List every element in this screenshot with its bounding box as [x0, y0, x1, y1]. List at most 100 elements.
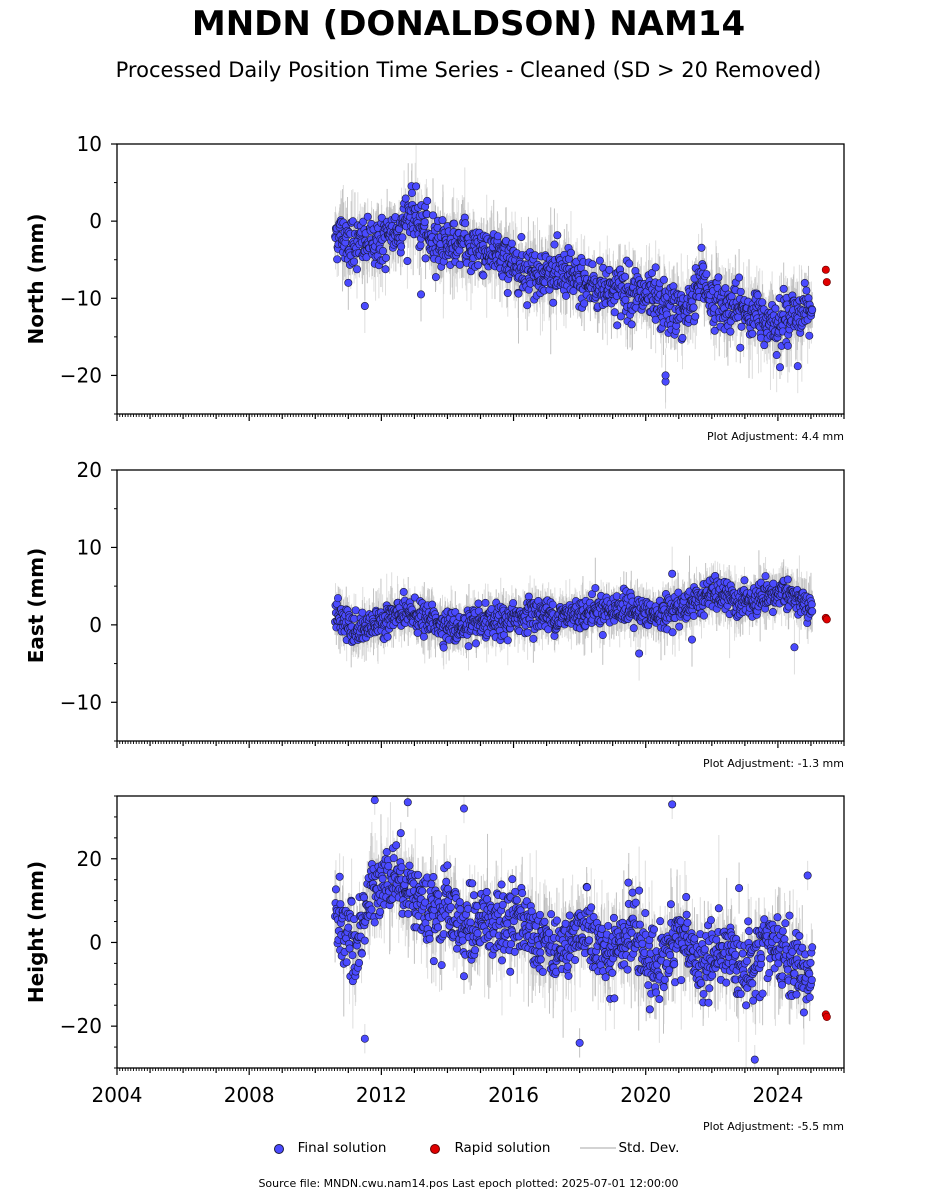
north-final-solution-point: [726, 327, 735, 336]
east-final-solution-point: [761, 572, 770, 581]
east-final-solution-point: [699, 611, 708, 620]
north-final-solution-point: [760, 341, 769, 350]
north-data-group: [331, 145, 831, 409]
north-final-solution-point: [455, 260, 464, 269]
east-final-solution-point: [383, 632, 392, 641]
north-final-solution-point: [507, 239, 516, 248]
east-final-solution-point: [439, 643, 448, 652]
north-rapid-solution-point: [821, 265, 830, 274]
north-final-solution-point: [381, 265, 390, 274]
north-final-solution-point: [691, 312, 700, 321]
east-final-solution-point: [740, 576, 749, 585]
east-final-solution-point: [529, 634, 538, 643]
north-final-solution-point: [697, 243, 706, 252]
north-final-solution-point: [359, 217, 368, 226]
north-final-solution-point: [736, 343, 745, 352]
north-final-solution-point: [431, 273, 440, 282]
north-final-solution-point: [423, 196, 432, 205]
north-final-solution-point: [588, 260, 597, 269]
north-final-solution-point: [344, 278, 353, 287]
north-final-solution-point: [566, 248, 575, 257]
north-final-solution-point: [736, 287, 745, 296]
north-final-solution-point: [605, 265, 614, 274]
north-final-solution-point: [772, 351, 781, 360]
north-final-solution-point: [737, 322, 746, 331]
east-y-tick-label: 10: [77, 535, 102, 559]
east-final-solution-point: [464, 642, 473, 651]
east-final-solution-point: [358, 608, 367, 617]
north-final-solution-point: [514, 289, 523, 298]
north-final-solution-point: [735, 273, 744, 282]
north-final-solution-point: [417, 290, 426, 299]
east-final-solution-point: [807, 600, 816, 609]
east-y-tick-label: 20: [77, 458, 102, 482]
north-final-solution-point: [661, 371, 670, 380]
east-final-solution-point: [629, 624, 638, 633]
east-final-solution-point: [548, 600, 557, 609]
north-final-solution-point: [550, 240, 559, 249]
north-final-solution-point: [412, 182, 421, 191]
north-final-solution-point: [610, 308, 619, 317]
north-final-solution-point: [678, 333, 687, 342]
north-final-solution-point: [753, 291, 762, 300]
north-final-solution-point: [771, 304, 780, 313]
north-final-solution-point: [474, 261, 483, 270]
east-final-solution-point: [612, 592, 621, 601]
east-final-solution-point: [591, 584, 600, 593]
north-final-solution-point: [783, 341, 792, 350]
north-final-solution-point: [461, 219, 470, 228]
east-final-solution-point: [675, 622, 684, 631]
north-plot-adjustment: Plot Adjustment: 4.4 mm: [707, 430, 844, 443]
east-final-solution-point: [588, 590, 597, 599]
east-final-solution-point: [351, 606, 360, 615]
north-final-solution-point: [748, 329, 757, 338]
east-final-solution-point: [350, 614, 359, 623]
chart-title: MNDN (DONALDSON) NAM14: [191, 4, 746, 44]
east-final-solution-point: [509, 599, 518, 608]
east-final-solution-point: [808, 607, 817, 616]
north-final-solution-point: [793, 362, 802, 371]
north-final-solution-point: [808, 305, 817, 314]
north-final-solution-point: [503, 289, 512, 298]
east-final-solution-point: [481, 598, 490, 607]
east-final-solution-point: [503, 636, 512, 645]
east-final-solution-point: [668, 628, 677, 637]
north-final-solution-point: [493, 232, 502, 241]
north-final-solution-point: [401, 194, 410, 203]
north-final-solution-point: [659, 275, 668, 284]
east-final-solution-point: [783, 575, 792, 584]
north-final-solution-point: [479, 271, 488, 280]
east-y-tick-label: −10: [60, 690, 102, 714]
north-final-solution-point: [363, 212, 372, 221]
east-final-solution-point: [598, 631, 607, 640]
north-final-solution-point: [379, 247, 388, 256]
north-final-solution-point: [625, 259, 634, 268]
north-final-solution-point: [800, 278, 809, 287]
north-final-solution-point: [689, 303, 698, 312]
north-y-axis-label: North (mm): [24, 213, 48, 344]
north-final-solution-point: [553, 231, 562, 240]
north-final-solution-point: [398, 233, 407, 242]
north-final-solution-point: [381, 253, 390, 262]
north-final-solution-point: [805, 331, 814, 340]
east-final-solution-point: [790, 643, 799, 652]
east-final-solution-point: [333, 594, 342, 603]
north-final-solution-point: [403, 257, 412, 266]
north-final-solution-point: [647, 269, 656, 278]
chart-subtitle: Processed Daily Position Time Series - C…: [115, 58, 822, 82]
north-final-solution-point: [702, 270, 711, 279]
east-final-solution-point: [689, 611, 698, 620]
north-final-solution-point: [438, 216, 447, 225]
east-final-solution-point: [419, 632, 428, 641]
east-final-solution-point: [635, 649, 644, 658]
east-final-solution-point: [523, 628, 532, 637]
north-final-solution-point: [450, 219, 459, 228]
east-final-solution-point: [687, 635, 696, 644]
north-final-solution-point: [333, 255, 342, 264]
north-final-solution-point: [397, 242, 406, 251]
north-final-solution-point: [352, 265, 361, 274]
north-final-solution-point: [360, 301, 369, 310]
north-final-solution-point: [651, 263, 660, 272]
east-y-tick-label: 0: [89, 613, 102, 637]
